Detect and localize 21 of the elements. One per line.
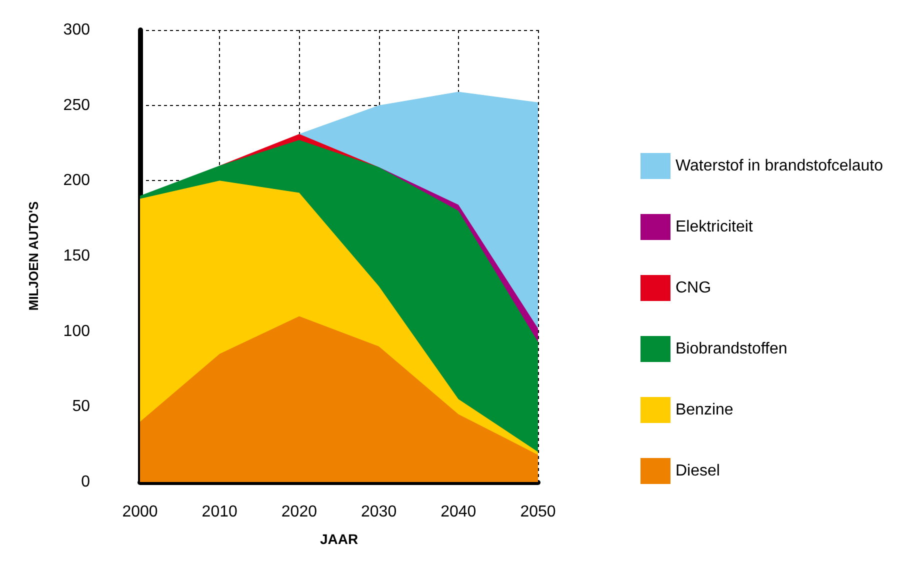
y-tick-label: 150	[63, 248, 90, 264]
y-tick-label: 200	[63, 172, 90, 190]
x-tick-label: 2020	[281, 504, 318, 520]
x-tick-label: 2000	[122, 504, 158, 520]
x-tick-label: 2040	[440, 504, 476, 520]
y-tick-label: 100	[63, 322, 90, 340]
x-tick-label: 2030	[361, 504, 397, 520]
y-tick-label: 50	[72, 398, 90, 416]
legend-label: Waterstof in brandstofcelauto	[675, 158, 884, 174]
x-axis-title: JAAR	[320, 531, 358, 547]
y-tick-label: 300	[63, 22, 90, 38]
legend-label: Biobrandstoffen	[675, 340, 788, 358]
x-tick-label: 2050	[520, 504, 556, 520]
legend-label: CNG	[675, 280, 712, 296]
legend-label: Elektriciteit	[675, 218, 754, 236]
x-tick-label: 2010	[202, 504, 238, 520]
y-tick-label: 250	[63, 96, 90, 114]
y-axis-title: MILJOEN AUTO'S	[26, 201, 41, 311]
y-tick-label: 0	[81, 474, 90, 490]
legend-label: Diesel	[675, 462, 720, 480]
legend-label: Benzine	[675, 402, 734, 418]
